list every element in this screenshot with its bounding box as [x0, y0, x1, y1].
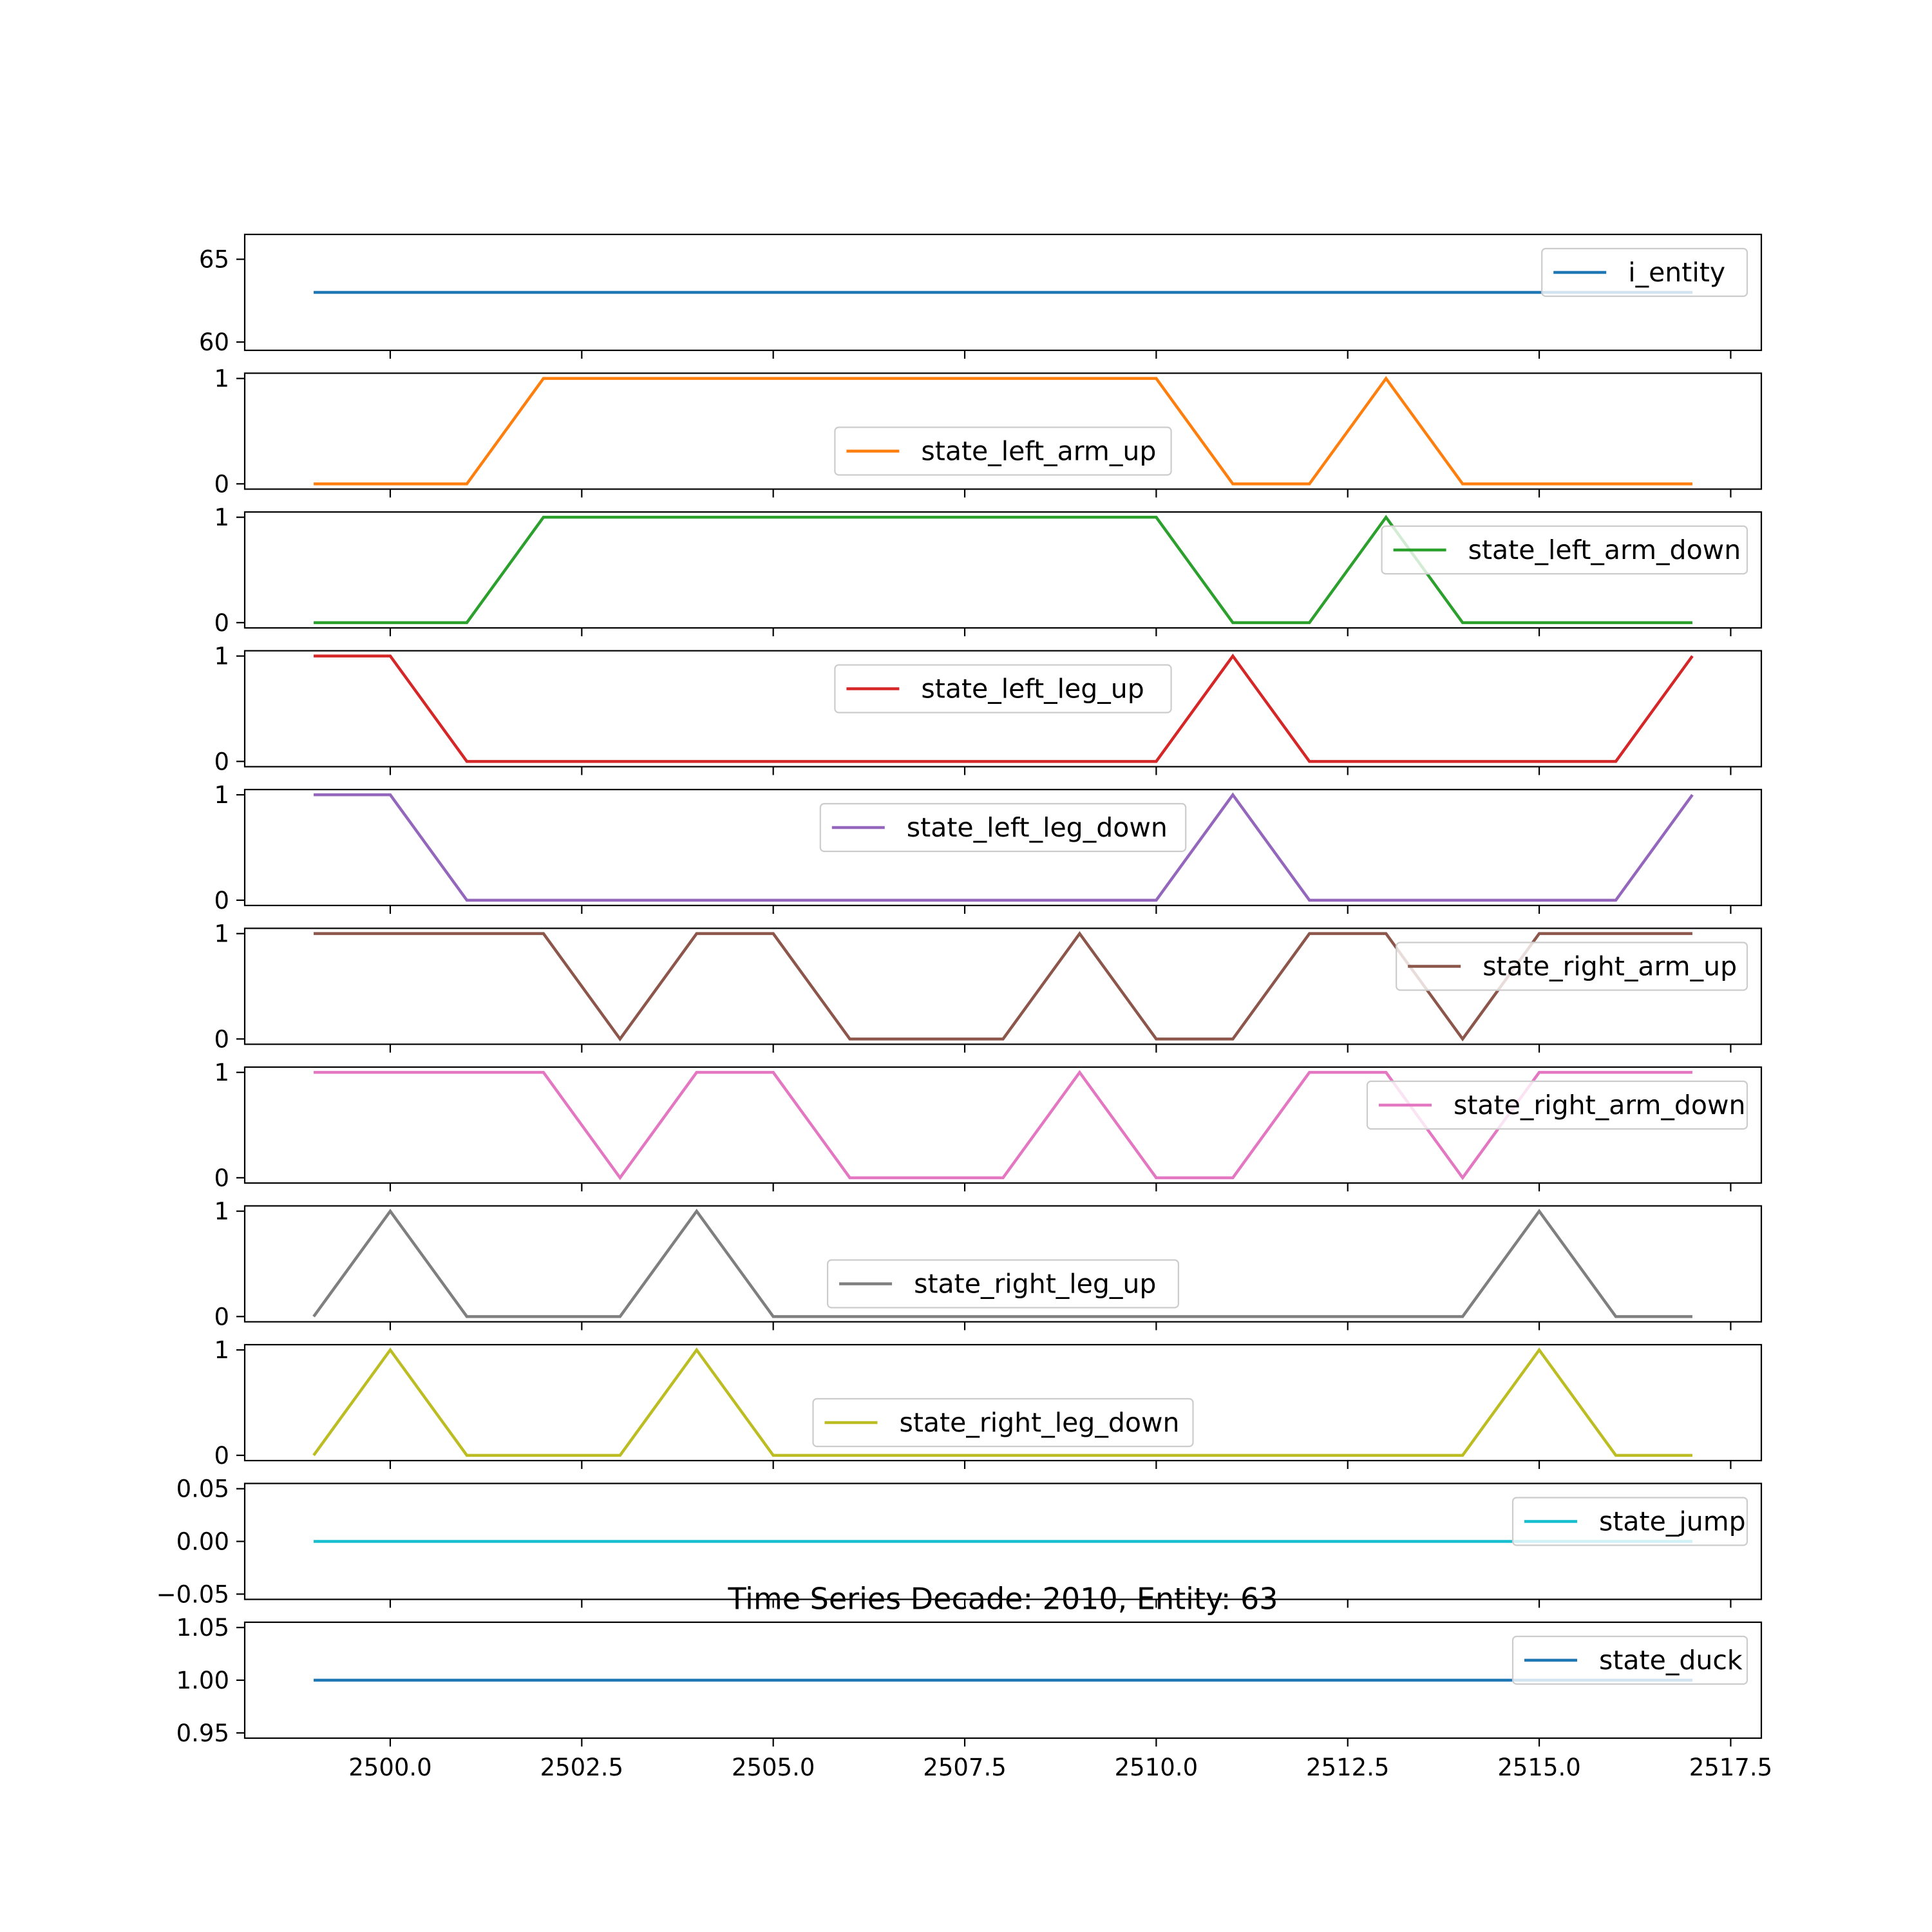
axes-frame-state_left_arm_down: [243, 511, 1763, 629]
legend-state_left_leg_down: state_left_leg_down: [819, 802, 1187, 853]
y-tick-label-state_jump: 0.00: [176, 1528, 229, 1556]
legend-box: [1396, 942, 1748, 991]
y-tick-label-state_right_leg_down: 0: [214, 1442, 229, 1470]
y-tick-label-state_right_arm_down: 0: [214, 1164, 229, 1192]
y-tick-label-state_left_arm_up: 1: [214, 365, 229, 393]
legend-box: [1511, 1497, 1748, 1546]
legend-state_duck: state_duck: [1511, 1635, 1748, 1685]
chart-title: Time Series Decade: 2010, Entity: 63: [727, 1582, 1278, 1616]
legend-box: [834, 664, 1172, 714]
legend-box: [819, 802, 1187, 853]
legend-box: [1366, 1080, 1748, 1130]
panel-state_right_leg_down: 0 1 state_right_leg_down: [214, 1336, 1763, 1470]
series-line-state_right_arm_up: [314, 931, 1692, 1042]
panels: 60 65 i_entity 0 1 state_left_arm_up 0 1 state_l…: [156, 233, 1773, 1781]
y-tick-label-state_jump: −0.05: [156, 1580, 229, 1608]
series-line-state_right_arm_down: [314, 1070, 1692, 1180]
y-tick-label-state_right_arm_up: 0: [214, 1025, 229, 1053]
axes-frame-state_duck: [243, 1621, 1763, 1739]
y-tick-label-state_left_arm_down: 0: [214, 609, 229, 637]
axes-frame-state_jump: [243, 1482, 1763, 1600]
legend-label-state_right_leg_up: state_right_leg_up: [914, 1269, 1156, 1300]
legend-label-state_left_arm_up: state_left_arm_up: [921, 436, 1156, 467]
legend-state_right_arm_down: state_right_arm_down: [1366, 1080, 1748, 1130]
legend-label-state_jump: state_jump: [1599, 1506, 1746, 1537]
legend-state_left_arm_down: state_left_arm_down: [1381, 525, 1748, 575]
panel-state_right_arm_down: 0 1 state_right_arm_down: [214, 1059, 1763, 1192]
legend-label-state_left_leg_up: state_left_leg_up: [921, 674, 1144, 705]
panel-state_left_arm_up: 0 1 state_left_arm_up: [214, 365, 1763, 498]
y-tick-label-state_left_arm_up: 0: [214, 470, 229, 498]
legend-box: [826, 1259, 1179, 1309]
legend-state_right_leg_down: state_right_leg_down: [812, 1397, 1194, 1448]
y-tick-label-state_duck: 1.05: [176, 1614, 229, 1642]
legend-state_jump: state_jump: [1511, 1497, 1748, 1546]
y-tick-label-state_right_arm_down: 1: [214, 1059, 229, 1086]
panel-state_left_leg_up: 0 1 state_left_leg_up: [214, 643, 1763, 775]
y-tick-label-state_left_leg_up: 1: [214, 643, 229, 670]
y-tick-label-state_right_leg_up: 1: [214, 1198, 229, 1226]
y-tick-label-state_jump: 0.05: [176, 1475, 229, 1503]
panel-state_left_arm_down: 0 1 state_left_arm_down: [214, 504, 1763, 637]
x-tick-label: 2502.5: [540, 1754, 623, 1781]
axes-frame-state_left_arm_up: [243, 372, 1763, 490]
series-line-state_right_leg_down: [312, 1347, 1692, 1457]
legend-state_left_leg_up: state_left_leg_up: [834, 664, 1172, 714]
legend-box: [1511, 1635, 1748, 1685]
legend-box: [834, 426, 1172, 476]
legend-state_right_leg_up: state_right_leg_up: [826, 1259, 1179, 1309]
x-tick-label: 2517.5: [1689, 1754, 1772, 1781]
panel-state_left_leg_down: 0 1 state_left_leg_down: [214, 781, 1763, 914]
legend-label-state_left_arm_down: state_left_arm_down: [1468, 535, 1741, 565]
legend-label-i_entity: i_entity: [1628, 257, 1725, 288]
legend-label-state_left_leg_down: state_left_leg_down: [907, 812, 1168, 843]
axes-frame-state_left_leg_up: [243, 650, 1763, 768]
legend-box: [812, 1397, 1194, 1448]
y-tick-label-state_right_arm_up: 1: [214, 920, 229, 948]
y-tick-label-state_right_leg_up: 0: [214, 1303, 229, 1331]
x-tick-label: 2505.0: [732, 1754, 815, 1781]
x-tick-label: 2507.5: [923, 1754, 1006, 1781]
series-line-state_left_leg_down: [314, 792, 1694, 902]
panel-i_entity: 60 65 i_entity: [199, 233, 1763, 359]
y-tick-label-i_entity: 65: [199, 246, 229, 274]
x-tick-label: 2500.0: [348, 1754, 431, 1781]
legend-box: [1381, 525, 1748, 575]
axes-frame-state_right_arm_up: [243, 927, 1763, 1045]
legend-label-state_right_arm_down: state_right_arm_down: [1454, 1090, 1746, 1121]
legend-state_left_arm_up: state_left_arm_up: [834, 426, 1172, 476]
legend-label-state_duck: state_duck: [1599, 1645, 1743, 1676]
legend-label-state_right_leg_down: state_right_leg_down: [900, 1407, 1180, 1438]
series-line-state_left_leg_up: [314, 653, 1694, 763]
y-tick-label-state_left_leg_down: 1: [214, 781, 229, 809]
axes-frame-state_right_arm_down: [243, 1066, 1763, 1184]
y-tick-label-state_left_leg_up: 0: [214, 748, 229, 775]
panel-state_duck: 0.95 1.00 1.05 2500.0 2502.5 2505.0 2507.5 2510…: [176, 1614, 1773, 1781]
series-line-state_right_leg_up: [312, 1208, 1692, 1318]
panel-state_jump: −0.05 0.00 0.05 state_jump: [156, 1475, 1763, 1608]
y-tick-label-state_right_leg_down: 1: [214, 1336, 229, 1364]
legend-box: [1541, 247, 1748, 298]
y-tick-label-state_duck: 1.00: [176, 1667, 229, 1694]
legend-state_right_arm_up: state_right_arm_up: [1396, 942, 1748, 991]
y-tick-label-state_left_leg_down: 0: [214, 887, 229, 914]
panel-state_right_leg_up: 0 1 state_right_leg_up: [214, 1198, 1763, 1331]
series-line-state_left_arm_up: [314, 375, 1692, 486]
axes-frame-i_entity: [243, 233, 1763, 352]
panel-state_right_arm_up: 0 1 state_right_arm_up: [214, 920, 1763, 1053]
series-line-state_left_arm_down: [314, 515, 1692, 625]
legend-i_entity: i_entity: [1541, 247, 1748, 298]
y-tick-label-state_left_arm_down: 1: [214, 504, 229, 531]
axes-frame-state_right_leg_down: [243, 1343, 1763, 1462]
y-tick-label-i_entity: 60: [199, 328, 229, 356]
axes-frame-state_left_leg_down: [243, 788, 1763, 907]
legend-label-state_right_arm_up: state_right_arm_up: [1482, 951, 1737, 982]
x-tick-label: 2512.5: [1306, 1754, 1389, 1781]
x-tick-label: 2515.0: [1497, 1754, 1580, 1781]
axes-frame-state_right_leg_up: [243, 1205, 1763, 1323]
y-tick-label-state_duck: 0.95: [176, 1719, 229, 1747]
x-tick-label: 2510.0: [1115, 1754, 1198, 1781]
